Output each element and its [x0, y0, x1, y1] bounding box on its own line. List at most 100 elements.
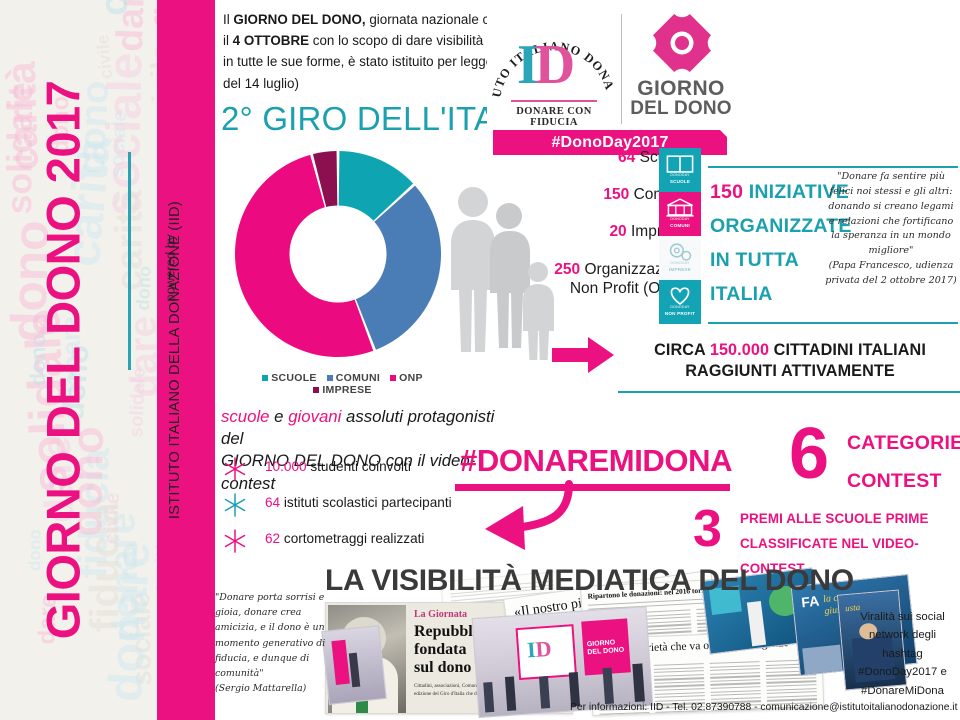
teal-rule-mid: [708, 322, 958, 324]
sg-mid: e: [269, 407, 289, 426]
viralita-line2: network degli: [868, 629, 937, 642]
bullet-row: 64 istituti scolastici partecipanti: [223, 491, 513, 527]
stat-row: 20 Imprese: [487, 222, 687, 241]
stat-row: 150 Comuni: [487, 185, 687, 204]
bullet-text: 62 cortometraggi realizzati: [265, 531, 424, 546]
donaremidona-hashtag: #DONAREMIDONA: [460, 443, 733, 478]
circa-pre: CIRCA: [654, 341, 710, 359]
stat-number: 20: [609, 223, 627, 241]
papa-francesco-quote: "Donare fa sentire più felici noi stessi…: [825, 170, 957, 289]
legend-label: COMUNI: [335, 372, 381, 384]
bullet-text: 10.000 studenti coinvolti: [265, 459, 411, 474]
six-line1: CATEGORIE: [847, 432, 960, 454]
gdd-logo-text: GIORNO DEL DONO: [629, 78, 733, 119]
intro-l2a: il: [223, 33, 233, 49]
legend-swatch: [390, 375, 397, 382]
badge-sub-label: DONODAY: [670, 261, 690, 265]
legend-swatch: [262, 375, 269, 382]
legend-item-onp: ONP: [390, 372, 423, 384]
six-number: 6: [789, 414, 830, 494]
bullet-row: 10.000 studenti coinvolti: [223, 455, 513, 491]
badge-column: DONODAY SCUOLE DONODAY COMUNI DONODAY IMPRESE…: [659, 148, 701, 324]
legend-item-imprese: IMPRESE: [313, 384, 371, 396]
gdd-line2: DEL DONO: [630, 98, 732, 120]
viralita-block: Viralità sui social network degli hashta…: [845, 608, 960, 700]
iniziative-line3: IN TUTTA ITALIA: [710, 249, 799, 306]
teal-rule-top: [708, 166, 958, 168]
badge-label: SCUOLE: [669, 179, 691, 184]
badge-non-profit: DONODAY NON PROFIT: [659, 280, 701, 324]
bullet-label: studenti coinvolti: [306, 459, 411, 474]
logo-divider: [621, 14, 622, 124]
people-silhouettes-icon: [451, 187, 554, 360]
gdd-line1: GIORNO: [637, 77, 725, 100]
bullet-list: 10.000 studenti coinvolti 64 istituti sco…: [223, 455, 513, 563]
heart-icon: [659, 284, 701, 305]
donut-slice-comuni: [338, 185, 442, 350]
stat-number: 250: [554, 260, 581, 278]
bullet-number: 10.000: [265, 459, 307, 474]
hashtag-banner-text: #DonoDay2017: [551, 134, 669, 151]
badge-sub-label: DONODAY: [670, 217, 690, 221]
mattarella-quote-attribution: (Sergio Mattarella): [215, 683, 307, 695]
sidebar-organization: ISTITUTO ITALIANO DELLA DONAZIONE (IID): [90, 180, 215, 540]
badge-label: COMUNI: [670, 223, 690, 228]
intro-l1b: GIORNO DEL DONO,: [233, 12, 366, 27]
logo-block: ISTITUTO ITALIANO DONAZIONE ID DONARE CO…: [487, 2, 737, 160]
circa-line2: RAGGIUNTI ATTIVAMENTE: [685, 362, 895, 381]
sg-rest: assoluti protagonisti del: [221, 407, 495, 449]
stat-row: 250 Organizzazioni Non Profit (ONP): [487, 260, 687, 298]
viralita-line1: Viralità sui social: [860, 611, 945, 623]
three-line1: PREMI ALLE SCUOLE PRIME: [740, 511, 929, 526]
iid-separator: [511, 100, 597, 102]
viralita-line4: #DonoDay2017 e: [858, 666, 947, 679]
legend-swatch: [313, 387, 320, 394]
legend-label: SCUOLE: [271, 372, 317, 384]
intro-l4: del 14 luglio): [223, 75, 299, 91]
circa-post: CITTADINI ITALIANI: [769, 341, 926, 359]
teal-rule-bottom: [618, 391, 960, 393]
papa-quote-text: "Donare fa sentire più felici noi stessi…: [828, 171, 954, 257]
iniziative-block: 150 INIZIATIVE ORGANIZZATE IN TUTTA ITAL…: [710, 175, 852, 312]
stats-list: 64 Scuole 150 Comuni 20 Imprese 250 Organiz…: [487, 148, 687, 298]
bullet-label: istituti scolastici partecipanti: [280, 495, 452, 510]
badge-label: NON PROFIT: [664, 311, 696, 316]
clipping-headline-2: fondata: [414, 641, 467, 658]
curved-arrow-icon: [485, 480, 573, 550]
stat-label-line2: Non Profit (ONP): [569, 279, 687, 297]
giorno-del-dono-logo: GIORNO DEL DONO: [629, 8, 733, 126]
bullet-number: 62: [265, 531, 281, 546]
sidebar-teal-rule: [128, 152, 131, 370]
iid-tagline: DONARE CON FIDUCIA: [516, 106, 592, 128]
legend-swatch: [326, 375, 333, 382]
donut-chart-svg: [234, 150, 442, 358]
sidebar-organization-text: ISTITUTO ITALIANO DELLA DONAZIONE (IID): [167, 200, 183, 520]
stat-row: 64 Scuole: [487, 148, 687, 167]
donut-chart-legend: SCUOLE COMUNI ONP IMPRESE: [225, 372, 460, 396]
iniziative-line2: ORGANIZZATE: [710, 215, 852, 238]
badge-scuole: DONODAY SCUOLE: [659, 148, 701, 192]
legend-item-scuole: SCUOLE: [262, 372, 317, 384]
gdd-diamond-icon: [647, 8, 717, 78]
viralita-line3: hashtag: [882, 647, 923, 660]
mattarella-quote: "Donare porta sorrisi e gioia, donare cr…: [215, 590, 333, 697]
three-number: 3: [693, 500, 722, 558]
six-line2: CONTEST: [847, 470, 942, 493]
gears-icon: [659, 240, 701, 261]
banner-notch: [720, 130, 727, 137]
intro-l2b: 4 OTTOBRE: [232, 33, 310, 49]
badge-imprese: DONODAY IMPRESE: [659, 236, 701, 280]
circa-cittadini-block: CIRCA 150.000 CITTADINI ITALIANI RAGGIUN…: [620, 340, 960, 382]
main-content: Il GIORNO DEL DONO, giornata nazionale c…: [215, 0, 960, 720]
press-clippings-collage: La Giornata Repubblica fondata sul dono …: [321, 567, 960, 718]
scuole-giovani-text: scuole e giovani assoluti protagonisti d…: [221, 406, 521, 495]
badge-sub-label: DONODAY: [670, 173, 690, 177]
iniziative-num: 150: [710, 181, 744, 203]
legend-item-comuni: COMUNI: [326, 372, 381, 384]
star-bullet-icon: [223, 457, 247, 481]
sidebar: dono carità dare dono civile sociale donare com…: [0, 0, 215, 720]
donut-chart: SCUOLE COMUNI ONP IMPRESE: [225, 148, 460, 398]
badge-comuni: DONODAY COMUNI: [659, 192, 701, 236]
clipping-kicker: La Giornata: [414, 609, 468, 620]
